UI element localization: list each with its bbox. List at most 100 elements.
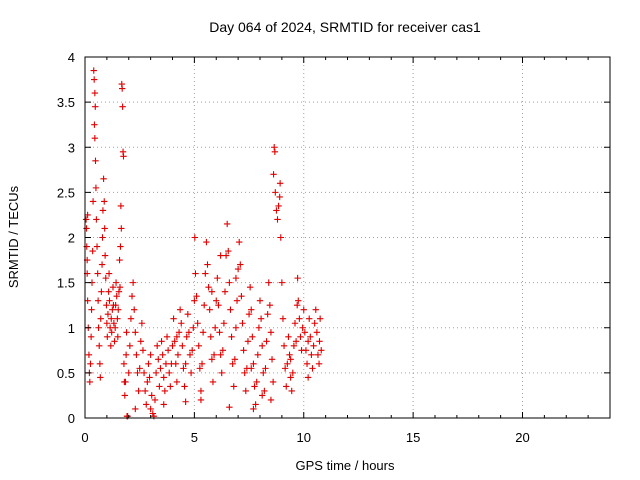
data-point xyxy=(215,301,222,309)
data-point xyxy=(307,333,314,340)
data-point xyxy=(284,360,291,368)
data-point xyxy=(311,320,318,327)
data-point xyxy=(179,342,186,349)
y-tick-label: 3 xyxy=(68,140,75,155)
data-point xyxy=(112,301,119,309)
data-point xyxy=(202,270,209,277)
data-point xyxy=(222,252,230,259)
data-point xyxy=(191,234,199,241)
data-point xyxy=(128,292,136,300)
data-point xyxy=(87,333,95,340)
data-point xyxy=(203,238,210,246)
data-point xyxy=(104,311,112,318)
data-point xyxy=(232,324,240,331)
data-point xyxy=(182,398,189,405)
data-point xyxy=(308,351,315,359)
data-point xyxy=(172,360,179,368)
data-point xyxy=(118,85,126,92)
data-point xyxy=(160,374,167,381)
data-point xyxy=(318,347,325,354)
data-point xyxy=(112,279,120,286)
data-point xyxy=(250,405,257,413)
data-point xyxy=(99,234,106,241)
x-tick-label: 0 xyxy=(81,430,88,445)
data-point xyxy=(89,198,97,205)
data-point xyxy=(116,283,124,291)
data-point xyxy=(104,333,111,340)
data-point xyxy=(132,405,139,413)
data-point xyxy=(194,320,201,327)
data-point xyxy=(88,306,95,313)
data-point xyxy=(126,342,134,349)
data-point xyxy=(144,378,151,386)
data-point xyxy=(226,403,233,411)
data-point xyxy=(182,360,189,368)
data-point xyxy=(237,261,244,268)
data-point xyxy=(268,356,276,363)
data-point xyxy=(190,324,197,331)
data-point xyxy=(97,374,104,381)
data-point xyxy=(166,369,173,377)
data-point xyxy=(199,329,207,336)
data-point xyxy=(249,333,256,340)
data-point xyxy=(122,378,129,386)
data-point xyxy=(241,369,248,377)
data-point xyxy=(100,175,107,183)
data-point xyxy=(290,342,298,349)
data-point xyxy=(256,297,264,304)
data-point xyxy=(294,274,301,282)
data-point xyxy=(306,315,313,322)
data-points xyxy=(82,67,325,420)
data-point xyxy=(94,270,101,277)
data-point xyxy=(147,405,154,413)
data-point xyxy=(262,365,269,372)
data-point xyxy=(315,360,323,368)
data-point xyxy=(208,288,216,295)
data-point xyxy=(234,265,242,273)
data-point xyxy=(192,270,199,277)
y-axis-ticks: 0 0.5 1 1.5 2 2.5 3 3.5 4 xyxy=(57,50,610,426)
data-point xyxy=(197,396,205,404)
data-point xyxy=(285,333,292,340)
data-point xyxy=(201,301,208,309)
data-point xyxy=(287,356,294,363)
data-point xyxy=(158,338,165,345)
data-point xyxy=(207,333,214,340)
data-point xyxy=(134,369,141,377)
data-point xyxy=(115,288,123,295)
y-tick-label: 4 xyxy=(68,50,75,65)
data-point xyxy=(116,256,123,264)
data-point xyxy=(96,342,103,349)
data-point xyxy=(171,338,178,345)
data-point xyxy=(196,365,204,372)
data-point xyxy=(132,329,139,336)
x-axis-ticks: 0 5 10 15 20 xyxy=(81,57,611,445)
data-point xyxy=(198,360,206,368)
data-point xyxy=(83,225,90,232)
data-point xyxy=(263,338,270,345)
data-point xyxy=(175,329,183,336)
data-point xyxy=(188,347,196,354)
data-point xyxy=(99,207,107,214)
data-point xyxy=(146,374,153,381)
data-point xyxy=(86,378,94,386)
data-point xyxy=(91,121,98,128)
data-point xyxy=(101,198,108,205)
data-point xyxy=(304,338,312,345)
data-point xyxy=(261,387,268,395)
data-point xyxy=(151,396,159,404)
data-point xyxy=(276,193,283,201)
data-point xyxy=(145,360,152,368)
data-point xyxy=(108,315,115,322)
data-point xyxy=(251,383,258,390)
data-point xyxy=(283,383,290,390)
data-point xyxy=(121,392,129,399)
data-point xyxy=(153,342,161,349)
data-point xyxy=(228,333,235,340)
data-point xyxy=(141,387,149,395)
data-point xyxy=(226,279,233,286)
data-point xyxy=(239,320,246,327)
data-point xyxy=(225,247,232,255)
data-point xyxy=(280,342,288,349)
data-point xyxy=(117,243,124,250)
